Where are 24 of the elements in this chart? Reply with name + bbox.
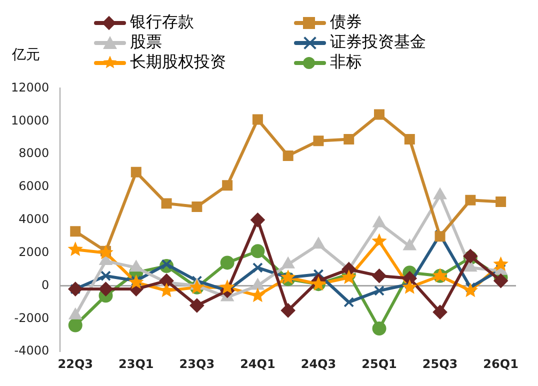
y-tick-label: 10000 <box>10 113 50 128</box>
x-tick-label: 26Q1 <box>483 356 518 371</box>
legend-label: 证券投资基金 <box>330 32 426 51</box>
legend-label: 债券 <box>330 12 362 31</box>
y-tick-label: 0 <box>42 278 50 292</box>
y-tick-label: 8000 <box>18 146 50 160</box>
x-tick-label: 24Q1 <box>240 356 276 371</box>
x-tick-label: 23Q3 <box>179 356 215 371</box>
y-axis-title: 亿元 <box>12 46 40 64</box>
y-tick-label: 6000 <box>18 179 50 194</box>
y-tick-label: -4000 <box>14 344 50 358</box>
legend-label: 股票 <box>130 32 162 51</box>
x-tick-label: 23Q1 <box>118 356 154 371</box>
y-tick-label: 4000 <box>18 212 50 226</box>
x-tick-label: 24Q3 <box>300 356 336 371</box>
x-tick-label: 25Q3 <box>422 356 458 371</box>
x-tick-label: 22Q3 <box>58 356 93 371</box>
legend-label: 非标 <box>330 52 362 71</box>
x-tick-label: 25Q1 <box>362 356 397 371</box>
y-tick-label: -2000 <box>14 310 50 325</box>
y-tick-label: 12000 <box>10 80 50 94</box>
legend-label: 银行存款 <box>130 12 194 31</box>
y-tick-label: 2000 <box>18 244 50 259</box>
legend-label: 长期股权投资 <box>130 52 226 71</box>
